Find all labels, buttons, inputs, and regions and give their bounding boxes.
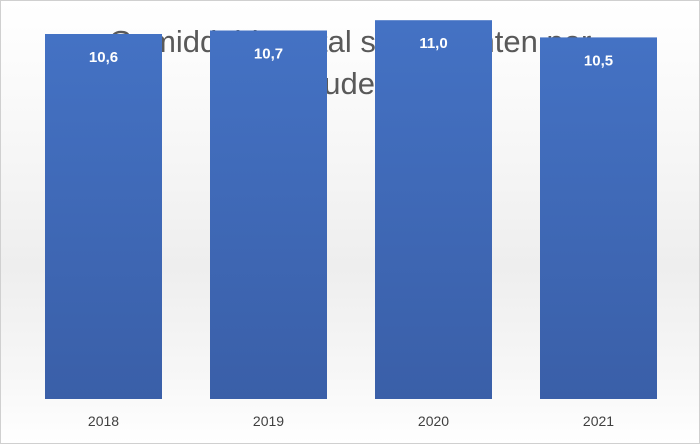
bar-2019 — [210, 30, 327, 399]
bar-2018 — [45, 34, 162, 399]
x-tick-label-2019: 2019 — [253, 413, 284, 429]
bar-2020 — [375, 20, 492, 399]
x-tick-label-2020: 2020 — [418, 413, 449, 429]
data-label-2021: 10,5 — [584, 52, 613, 69]
data-label-2018: 10,6 — [89, 49, 118, 66]
data-label-2019: 10,7 — [254, 46, 283, 63]
x-tick-label-2018: 2018 — [88, 413, 119, 429]
bars-layer — [45, 20, 657, 400]
data-labels-layer: 10,6 10,7 11,0 10,5 — [89, 35, 613, 69]
x-axis-ticks: 2018 2019 2020 2021 — [88, 413, 614, 429]
data-label-2020: 11,0 — [419, 35, 447, 52]
bar-2021 — [540, 37, 657, 400]
x-tick-label-2021: 2021 — [583, 413, 614, 429]
